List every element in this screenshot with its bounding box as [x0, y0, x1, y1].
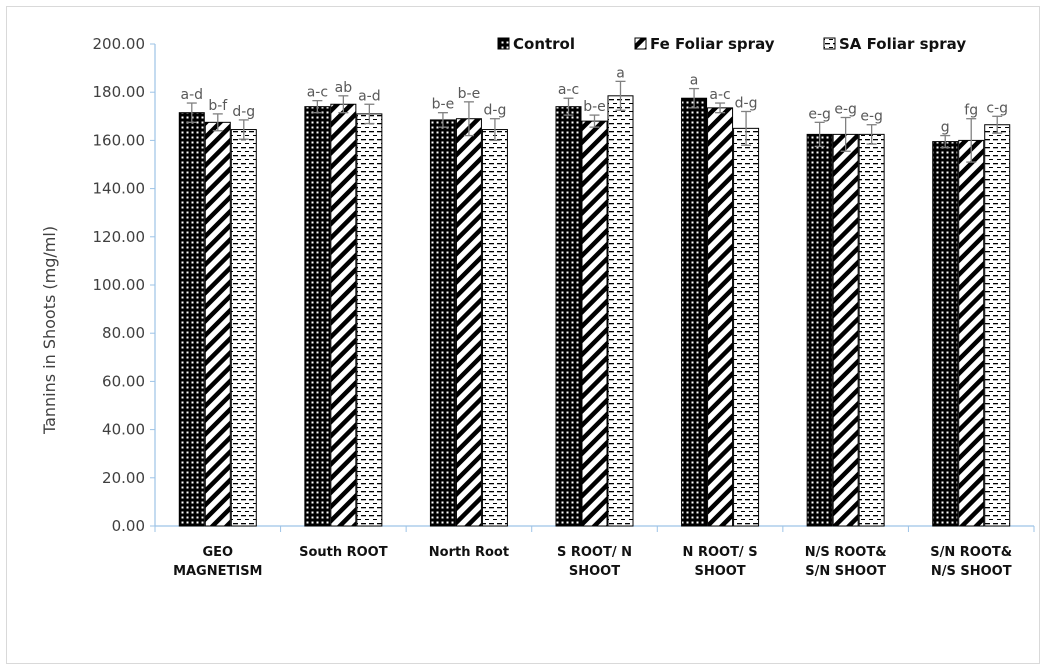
- x-category-label: S/N SHOOT: [805, 564, 886, 579]
- data-label: b-e: [583, 99, 606, 115]
- legend-swatch: [634, 37, 647, 50]
- x-category-label: SHOOT: [569, 564, 620, 579]
- legend-swatch: [823, 37, 836, 50]
- bar: [304, 106, 331, 527]
- bar: [932, 141, 959, 527]
- y-tick-label: 100.00: [93, 276, 146, 294]
- legend-item: SA Foliar spray: [839, 35, 966, 53]
- data-label: a-c: [307, 85, 328, 101]
- data-label: b-f: [208, 98, 228, 114]
- bar: [607, 95, 634, 527]
- bar: [581, 120, 608, 527]
- data-label: a-d: [358, 88, 381, 104]
- y-tick-label: 180.00: [93, 83, 146, 101]
- bar: [858, 133, 885, 527]
- x-category-label: S ROOT/ N: [557, 545, 632, 560]
- data-label: a: [616, 65, 625, 81]
- data-label: d-g: [484, 103, 507, 119]
- x-category-label: North Root: [429, 545, 509, 560]
- data-label: d-g: [735, 95, 758, 111]
- y-tick-label: 160.00: [93, 131, 146, 149]
- y-tick-label: 200.00: [93, 35, 146, 53]
- y-tick-label: 20.00: [102, 469, 145, 487]
- data-label: ab: [335, 80, 353, 96]
- bar: [984, 124, 1011, 527]
- bar: [555, 106, 582, 527]
- data-label: a-c: [709, 87, 730, 103]
- y-tick-label: 120.00: [93, 228, 146, 246]
- data-label: e-g: [808, 106, 831, 122]
- x-category-label: S/N ROOT&: [930, 545, 1012, 560]
- data-label: e-g: [834, 102, 857, 118]
- legend-swatch: [497, 37, 510, 50]
- data-label: d-g: [232, 104, 255, 120]
- legend-item: Fe Foliar spray: [650, 35, 775, 53]
- data-label: a-c: [558, 82, 579, 98]
- bar: [733, 127, 760, 527]
- data-label: e-g: [860, 109, 883, 125]
- bar: [681, 97, 708, 527]
- bar: [806, 133, 833, 527]
- data-label: g: [941, 120, 950, 136]
- bar: [832, 133, 859, 527]
- y-tick-label: 60.00: [102, 372, 145, 390]
- y-tick-label: 80.00: [102, 324, 145, 342]
- bar: [455, 118, 482, 527]
- bar: [356, 113, 383, 527]
- bar: [958, 139, 985, 527]
- data-label: c-g: [986, 100, 1008, 116]
- x-category-label: N/S ROOT&: [805, 545, 887, 560]
- x-category-label: MAGNETISM: [173, 564, 262, 579]
- data-label: a: [690, 73, 699, 89]
- legend-item: Control: [513, 35, 575, 53]
- x-category-label: N ROOT/ S: [683, 545, 758, 560]
- x-category-label: SHOOT: [694, 564, 745, 579]
- data-label: a-d: [181, 87, 204, 103]
- bar: [204, 121, 231, 527]
- y-axis-label: Tannins in Shoots (mg/ml): [40, 226, 59, 435]
- y-tick-label: 0.00: [112, 517, 145, 535]
- data-label: b-e: [458, 86, 481, 102]
- data-label: fg: [964, 103, 978, 119]
- y-tick-label: 40.00: [102, 421, 145, 439]
- data-label: b-e: [432, 97, 455, 113]
- bar: [178, 112, 205, 527]
- x-category-label: GEO: [202, 545, 233, 560]
- x-category-label: N/S SHOOT: [931, 564, 1012, 579]
- bar: [330, 103, 357, 527]
- bar: [707, 107, 734, 527]
- bar: [230, 129, 257, 527]
- y-tick-label: 140.00: [93, 180, 146, 198]
- bar: [481, 129, 508, 527]
- x-category-label: South ROOT: [299, 545, 388, 560]
- bar: [429, 119, 456, 527]
